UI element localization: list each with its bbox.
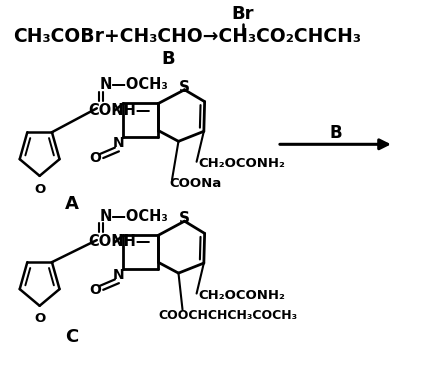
Text: N: N (112, 268, 124, 282)
Text: N—OCH₃: N—OCH₃ (100, 77, 169, 92)
Text: CH₂OCONH₂: CH₂OCONH₂ (199, 289, 286, 302)
Text: N—OCH₃: N—OCH₃ (100, 209, 169, 224)
Text: O: O (34, 312, 45, 325)
Text: CH₂OCONH₂: CH₂OCONH₂ (199, 157, 286, 170)
Text: CH₃COBr+CH₃CHO→CH₃CO₂CHCH₃: CH₃COBr+CH₃CHO→CH₃CO₂CHCH₃ (13, 27, 362, 46)
Text: C: C (65, 328, 78, 346)
Text: COOCHCHCH₃COCH₃: COOCHCHCH₃COCH₃ (158, 309, 298, 322)
Text: A: A (65, 195, 79, 213)
Text: O: O (34, 183, 45, 196)
Text: Br: Br (232, 5, 254, 24)
Text: B: B (329, 124, 342, 142)
Text: N: N (112, 136, 124, 150)
Text: COONa: COONa (169, 177, 222, 190)
Text: S: S (179, 211, 190, 226)
Text: CONH—: CONH— (88, 102, 150, 118)
Text: CONH—: CONH— (88, 234, 150, 249)
Text: O: O (89, 283, 101, 297)
Text: S: S (179, 80, 190, 95)
Text: B: B (162, 50, 175, 68)
Text: O: O (89, 151, 101, 165)
